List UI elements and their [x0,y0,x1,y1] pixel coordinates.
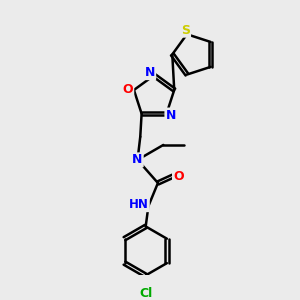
Text: O: O [123,83,133,97]
Text: Cl: Cl [139,287,152,300]
Text: N: N [145,66,155,79]
Text: HN: HN [129,198,149,211]
Text: N: N [165,109,176,122]
Text: S: S [181,24,190,37]
Text: O: O [173,170,184,183]
Text: N: N [132,153,143,167]
